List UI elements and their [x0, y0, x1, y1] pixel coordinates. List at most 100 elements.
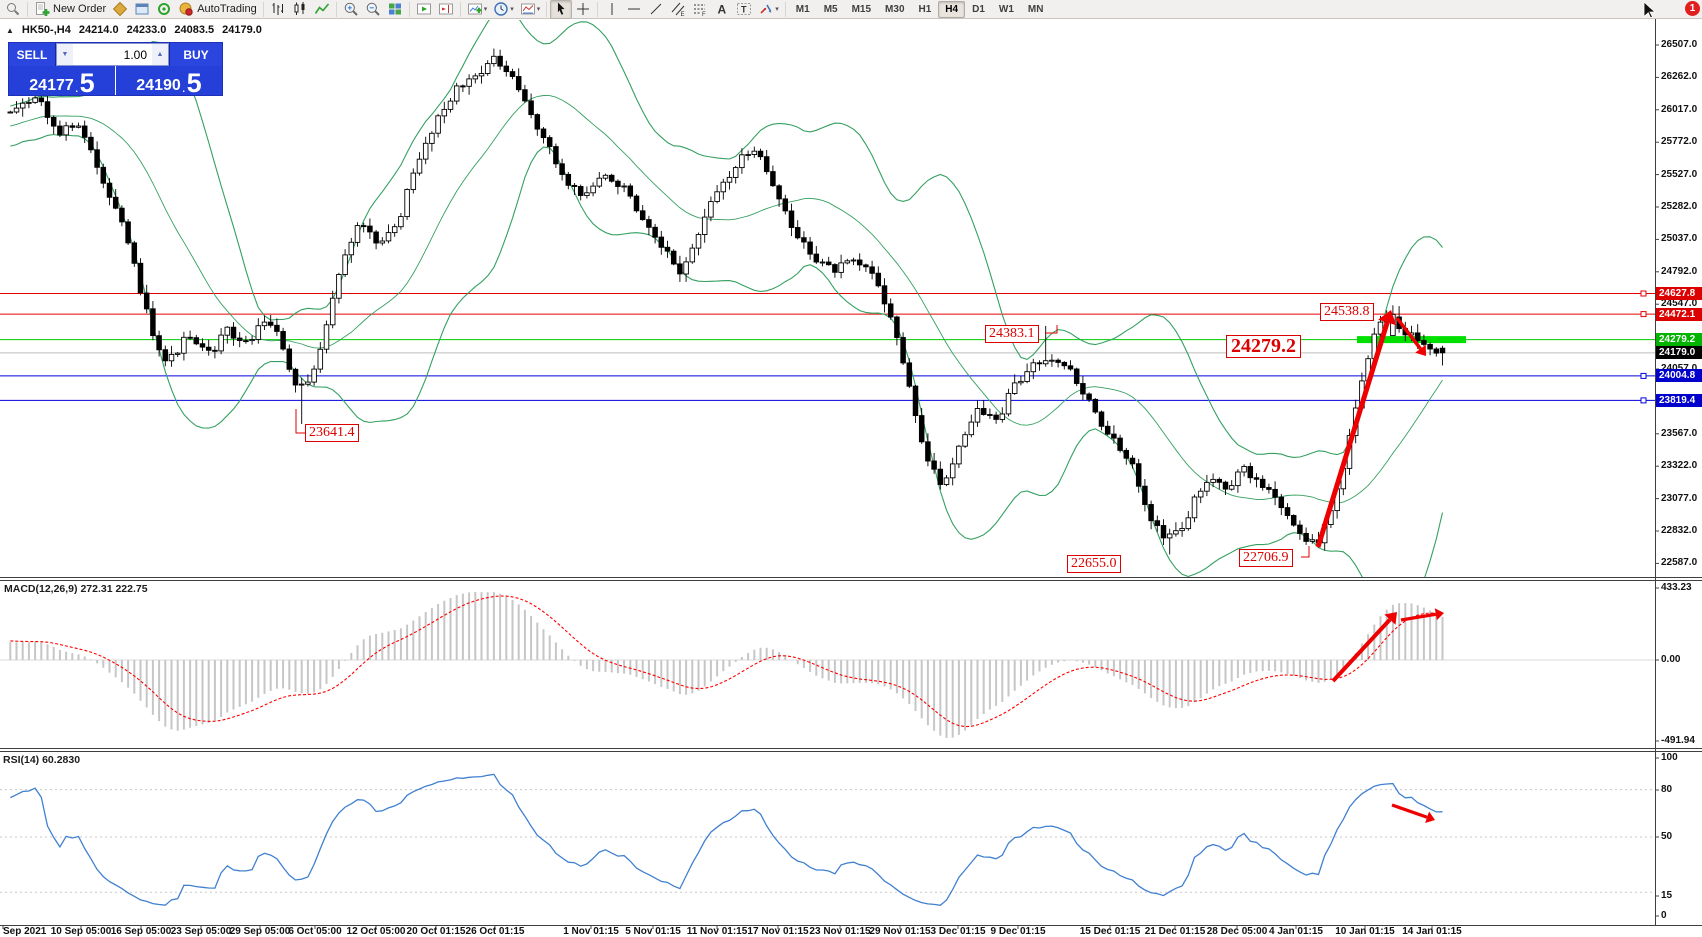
- channel-icon: E: [671, 2, 685, 17]
- volume-spinner: ▼ 1.00 ▲: [56, 43, 169, 66]
- time-axis-label: 20 Oct 01:15: [406, 926, 466, 937]
- volume-decrease-button[interactable]: ▼: [57, 44, 73, 65]
- tile-windows-button[interactable]: [384, 0, 406, 19]
- trend-arrow[interactable]: [1391, 803, 1435, 823]
- line-chart-button[interactable]: [311, 0, 333, 19]
- timeframe-button-m1[interactable]: M1: [795, 3, 810, 15]
- price-callout[interactable]: 23641.4: [305, 424, 359, 442]
- rsi-axis-label: 80: [1661, 784, 1673, 795]
- pane-separator[interactable]: [0, 577, 1702, 578]
- candlestick-chart-icon: [294, 2, 305, 15]
- auto-scroll-icon: [416, 3, 431, 15]
- toolbar-separator: [335, 1, 337, 17]
- time-axis-label: Sep 2021: [3, 926, 47, 937]
- macd-histogram: [9, 592, 1444, 738]
- trend-arrow[interactable]: [1400, 608, 1444, 622]
- search-icon: [7, 3, 20, 16]
- timeframe-button-d1[interactable]: D1: [972, 3, 985, 15]
- arrows-tool-button[interactable]: ▾: [755, 0, 782, 19]
- price-axis-label: 26017.0: [1661, 104, 1698, 115]
- buy-button[interactable]: BUY: [169, 43, 222, 66]
- rsi-axis-label: 15: [1661, 890, 1673, 901]
- zoom-out-button[interactable]: [362, 0, 384, 19]
- periods-button[interactable]: ▾: [490, 0, 517, 19]
- autotrading-icon: [179, 2, 193, 16]
- buy-price[interactable]: 24190. 5: [116, 66, 222, 96]
- trend-arrow[interactable]: [1331, 612, 1397, 683]
- time-axis-label: 17 Nov 01:15: [747, 926, 809, 937]
- signals-icon: [158, 3, 171, 15]
- volume-increase-button[interactable]: ▲: [152, 44, 168, 65]
- data-window-icon: [135, 3, 149, 15]
- timeframe-button-m5[interactable]: M5: [823, 3, 838, 15]
- templates-button[interactable]: ▾: [517, 0, 544, 19]
- vertical-line-button[interactable]: [601, 0, 623, 19]
- timeframe-button-w1[interactable]: W1: [998, 3, 1014, 15]
- trend-arrow[interactable]: [1395, 316, 1426, 356]
- auto-scroll-button[interactable]: [413, 0, 435, 19]
- toolbar-separator: [27, 1, 28, 17]
- bar-chart-icon: [272, 3, 283, 15]
- add-indicator-button[interactable]: ▾: [464, 0, 491, 19]
- pane-separator[interactable]: [0, 580, 1702, 581]
- trendline-button[interactable]: [645, 0, 667, 19]
- horizontal-line-button[interactable]: [623, 0, 645, 19]
- price-callout[interactable]: 24538.8: [1320, 303, 1374, 321]
- line-anchor-handle[interactable]: [1640, 372, 1647, 379]
- price-callout[interactable]: 24383.1: [985, 325, 1039, 343]
- candlestick-chart-button[interactable]: [289, 0, 311, 19]
- macd-axis-label: 0.00: [1661, 654, 1681, 665]
- volume-input[interactable]: 1.00: [123, 47, 147, 62]
- crosshair-button[interactable]: [572, 0, 594, 19]
- macd-axis-label: 433.23: [1661, 582, 1692, 593]
- price-axis-label: 25282.0: [1661, 201, 1698, 212]
- metaeditor-button[interactable]: [109, 0, 131, 19]
- main-chart-pane[interactable]: [0, 10, 1655, 621]
- search-button[interactable]: [2, 0, 24, 19]
- price-axis-label: 24792.0: [1661, 266, 1698, 277]
- price-axis-label: 22832.0: [1661, 525, 1698, 536]
- text-label-button[interactable]: T: [733, 0, 755, 19]
- collapse-arrow-icon[interactable]: ▲: [6, 25, 14, 35]
- new-order-button[interactable]: New Order: [31, 0, 109, 19]
- price-callout[interactable]: 22655.0: [1067, 555, 1121, 573]
- trend-arrow[interactable]: [1315, 310, 1397, 548]
- price-badge: 23819.4: [1656, 394, 1702, 407]
- pane-separator[interactable]: [0, 751, 1702, 752]
- timeframe-button-h4[interactable]: H4: [938, 0, 966, 18]
- rsi-pane[interactable]: [0, 773, 1655, 906]
- rsi-axis-label: 100: [1661, 752, 1678, 763]
- zoom-in-button[interactable]: [340, 0, 362, 19]
- timeframe-button-m30[interactable]: M30: [885, 3, 905, 15]
- sell-button[interactable]: SELL: [9, 43, 56, 66]
- autotrading-button[interactable]: AutoTrading: [175, 0, 260, 19]
- toolbar: New Order AutoTrading ▾ ▾ ▾ E F A T ▾ M1 M5 M15 M30 H1…: [0, 0, 1702, 19]
- fibonacci-button[interactable]: F: [689, 0, 711, 19]
- price-callout[interactable]: 22706.9: [1239, 549, 1293, 567]
- timeframe-button-m15[interactable]: M15: [851, 3, 872, 15]
- price-axis-label: 23077.0: [1661, 493, 1698, 504]
- cursor-button[interactable]: [550, 0, 573, 19]
- macd-pane[interactable]: [0, 592, 1655, 738]
- sell-price[interactable]: 24177. 5: [9, 66, 115, 96]
- symbol-name: HK50-,H4: [21, 24, 71, 36]
- cursor-icon: [558, 2, 565, 15]
- bar-chart-button[interactable]: [267, 0, 289, 19]
- line-anchor-handle[interactable]: [1640, 290, 1647, 297]
- signals-button[interactable]: [153, 0, 175, 19]
- text-button[interactable]: A: [711, 0, 733, 19]
- toolbar-separator: [408, 1, 410, 17]
- pane-separator[interactable]: [0, 748, 1702, 749]
- time-axis-label: 15 Dec 01:15: [1079, 926, 1141, 937]
- price-callout[interactable]: 24279.2: [1226, 335, 1301, 358]
- timeframe-button-h1[interactable]: H1: [918, 3, 932, 15]
- notification-badge[interactable]: 1: [1685, 1, 1700, 16]
- channel-button[interactable]: E: [667, 0, 689, 19]
- chart-shift-button[interactable]: [435, 0, 457, 19]
- line-anchor-handle[interactable]: [1640, 311, 1647, 318]
- timeframe-button-mn[interactable]: MN: [1027, 3, 1044, 15]
- line-anchor-handle[interactable]: [1640, 397, 1647, 404]
- buy-price-dot: .: [181, 79, 186, 95]
- data-window-button[interactable]: [131, 0, 153, 19]
